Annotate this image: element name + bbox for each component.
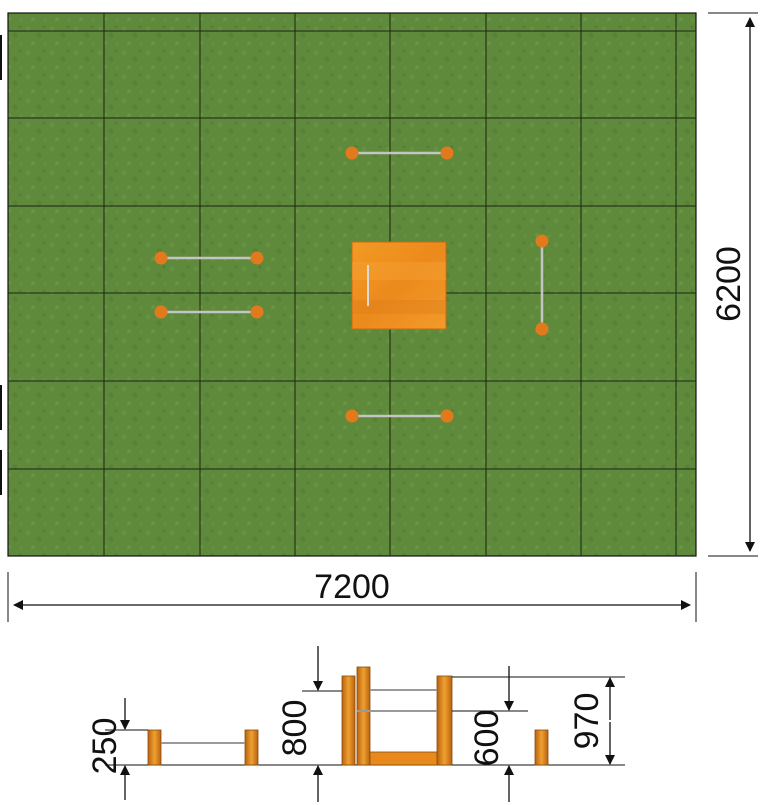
- dim-800-label: 800: [276, 700, 314, 757]
- balance-bar-left-upper: [154, 251, 264, 265]
- post-marker: [250, 305, 264, 319]
- right-post-elevation: [534, 729, 549, 766]
- width-label: 7200: [314, 568, 390, 606]
- elevation-view: 250 800 600 970: [86, 646, 625, 802]
- dimension-600: 600: [452, 666, 528, 802]
- post-marker: [345, 409, 359, 423]
- balance-bar-left-lower: [154, 305, 264, 319]
- post-marker: [535, 234, 549, 248]
- dim-600-label: 600: [468, 710, 506, 767]
- height-dimension: 6200: [708, 12, 758, 557]
- dimension-970: 970: [452, 676, 625, 766]
- plan-view: [0, 12, 697, 557]
- post-marker: [440, 146, 454, 160]
- balance-bar-top: [345, 146, 454, 160]
- width-dimension: 7200: [7, 568, 697, 622]
- tile-grid: [8, 13, 696, 556]
- dimension-250: 250: [86, 698, 148, 800]
- platform: [351, 241, 447, 330]
- post-marker: [535, 322, 549, 336]
- dim-970-label: 970: [568, 693, 606, 750]
- balance-bar-bottom: [345, 409, 454, 423]
- dimension-800: 800: [276, 646, 342, 802]
- post-marker: [154, 251, 168, 265]
- post-marker: [250, 251, 264, 265]
- dim-250-label: 250: [86, 718, 124, 775]
- post-marker: [440, 409, 454, 423]
- platform-elevation: [341, 666, 453, 766]
- height-label: 6200: [710, 246, 748, 322]
- low-beam-elevation: [147, 729, 259, 766]
- post-marker: [154, 305, 168, 319]
- post-marker: [345, 146, 359, 160]
- balance-bar-right: [535, 234, 549, 336]
